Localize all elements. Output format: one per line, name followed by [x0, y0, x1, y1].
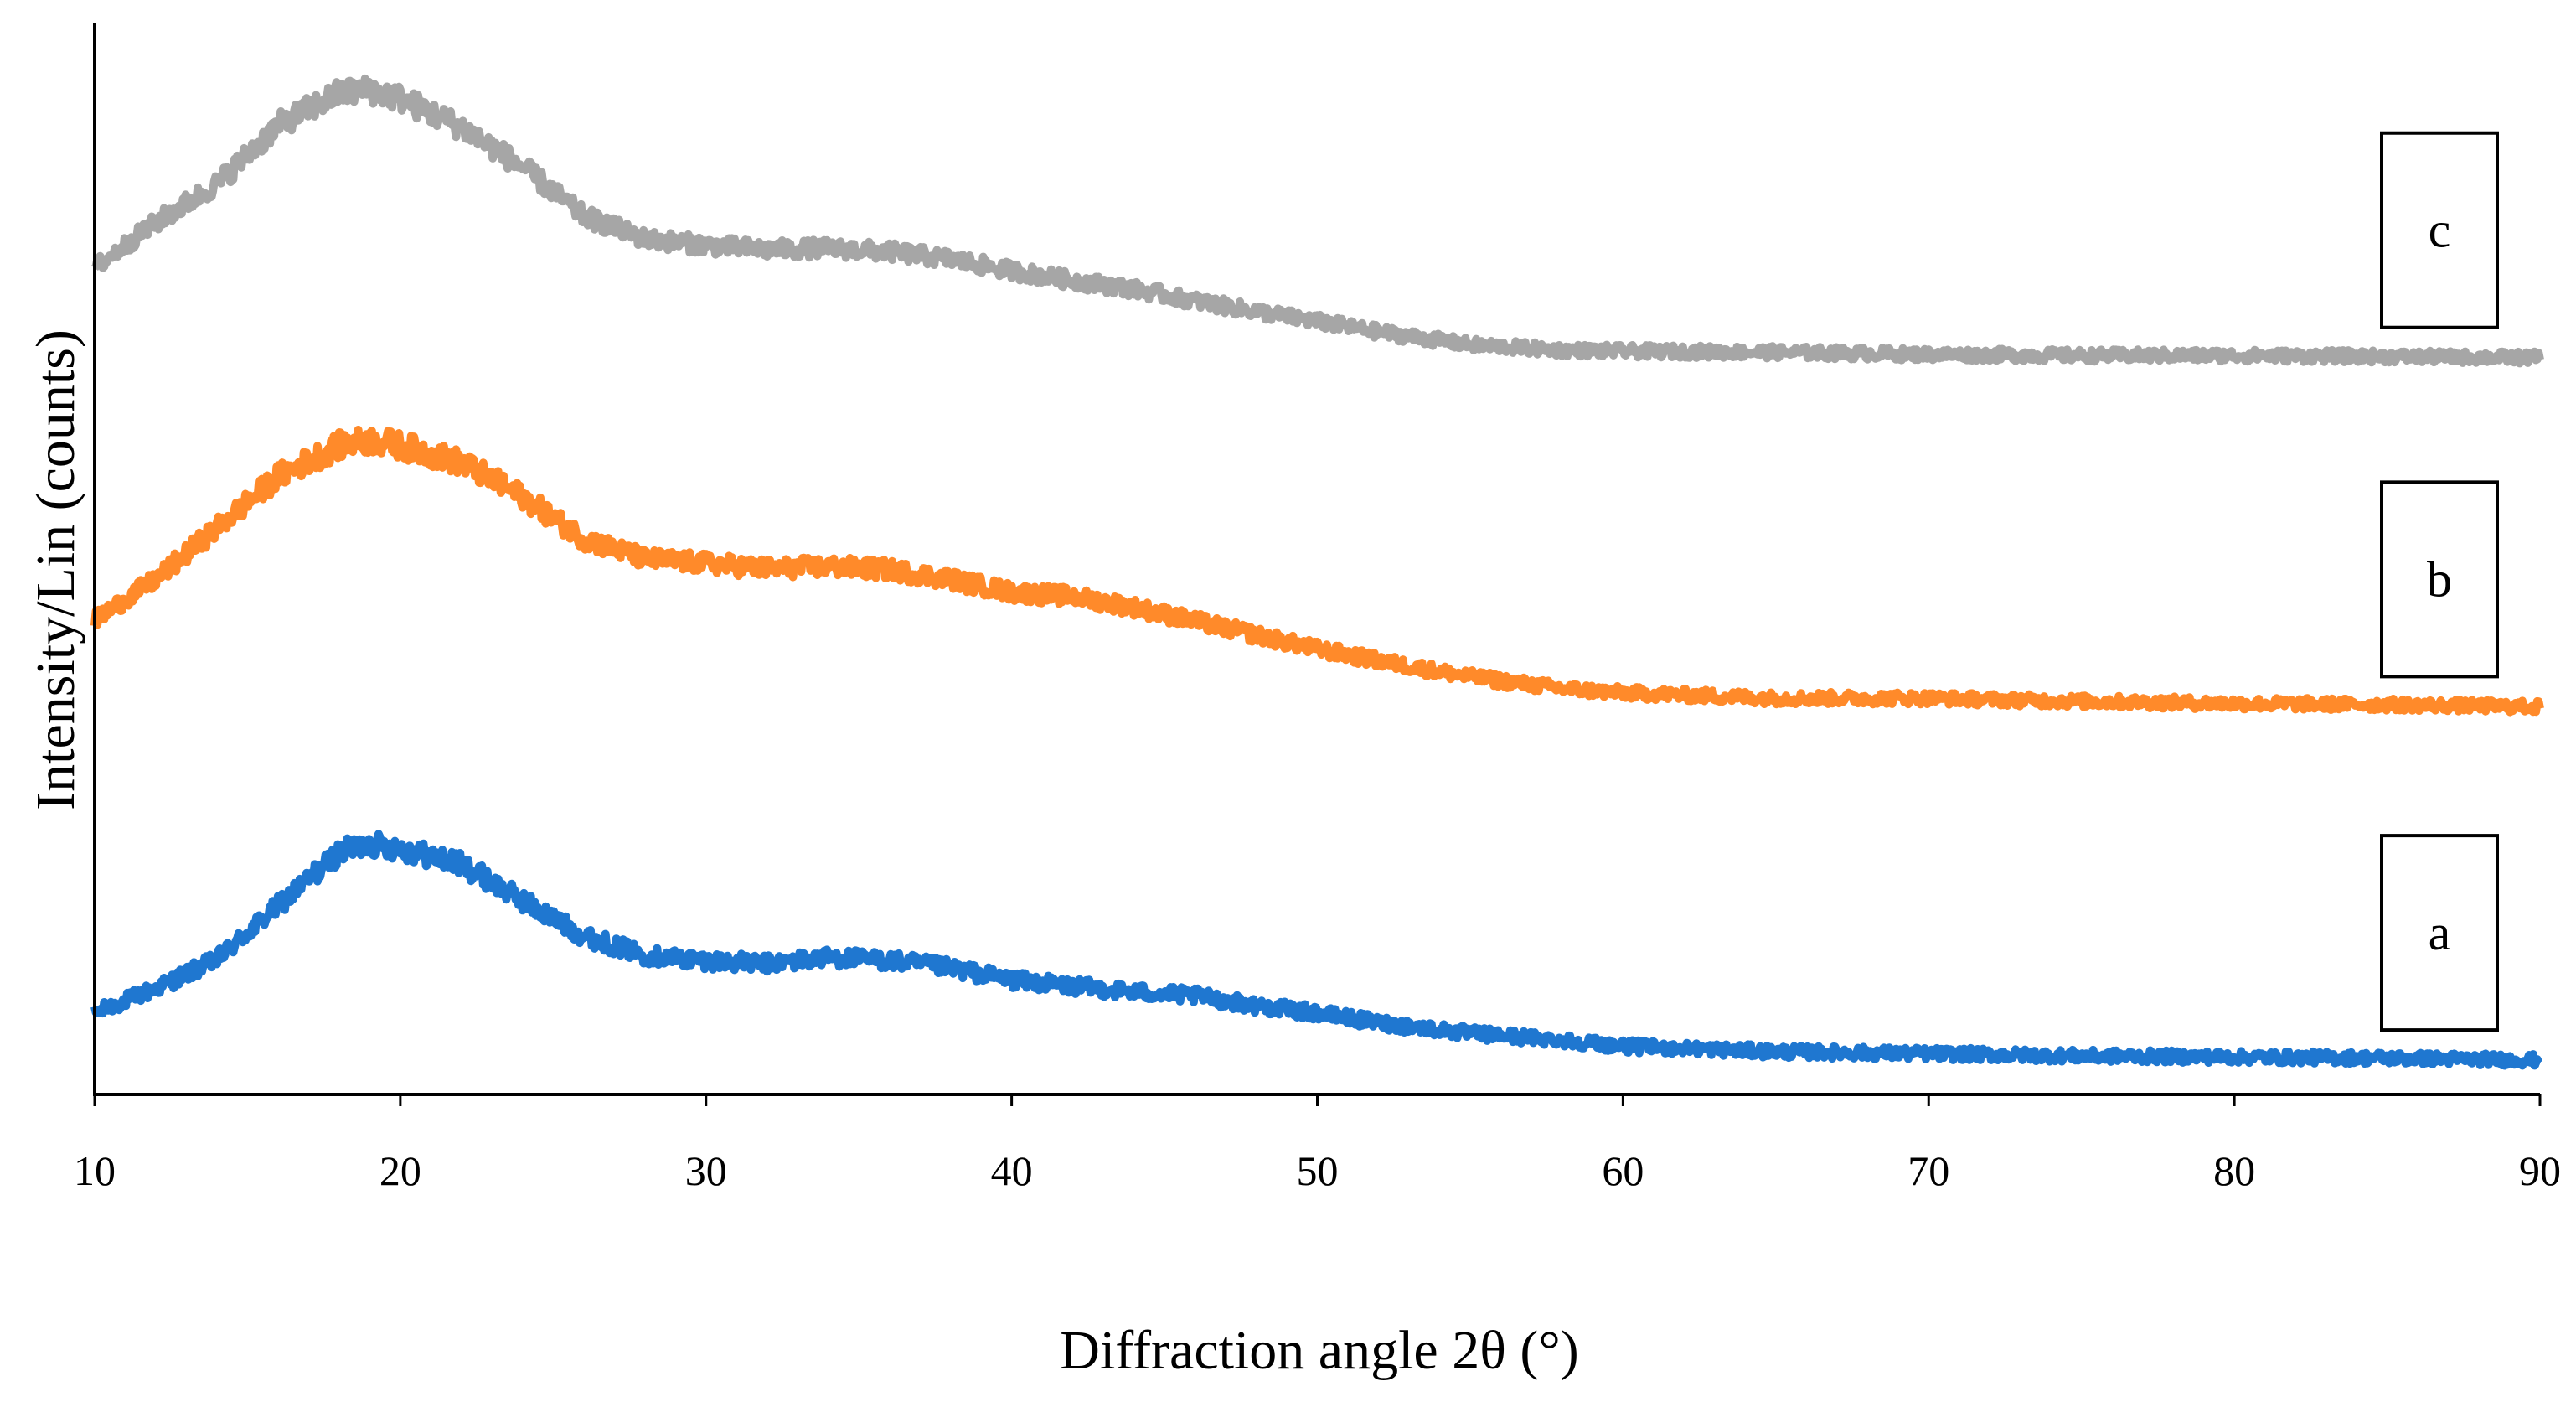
- series-label-box-b: b: [2380, 480, 2499, 679]
- x-tick-label: 30: [685, 1147, 727, 1194]
- x-tick-labels: 10 20 30 40 50 60 70 80 90: [74, 1147, 2561, 1194]
- series-label-frame: [2380, 131, 2499, 329]
- series-label-box-c: c: [2380, 131, 2499, 329]
- x-tick-label: 20: [379, 1147, 421, 1194]
- series-label-frame: [2380, 834, 2499, 1032]
- series-label-text: b: [2427, 551, 2452, 607]
- x-tick-label: 70: [1907, 1147, 1949, 1194]
- x-tick-label: 50: [1297, 1147, 1339, 1194]
- series-labels: a b c: [2380, 131, 2499, 1032]
- x-tick-label: 40: [991, 1147, 1033, 1194]
- x-tick-label: 10: [74, 1147, 116, 1194]
- series-a-line: [90, 830, 2543, 1070]
- x-tick-label: 80: [2213, 1147, 2255, 1194]
- x-axis-title: Diffraction angle 2θ (°): [1060, 1320, 1578, 1381]
- plot-lines: [90, 74, 2544, 1070]
- series-a: [90, 830, 2543, 1070]
- series-c-line: [91, 74, 2544, 368]
- x-tick-label: 90: [2519, 1147, 2561, 1194]
- series-label-frame: [2380, 480, 2499, 679]
- series-label-text: c: [2429, 203, 2451, 258]
- x-tick-label: 60: [1602, 1147, 1644, 1194]
- series-b: [90, 426, 2544, 717]
- series-label-text: a: [2429, 905, 2451, 960]
- series-label-box-a: a: [2380, 834, 2499, 1032]
- y-axis-title: Intensity/Lin (counts): [25, 329, 86, 810]
- series-c: [91, 74, 2544, 368]
- series-b-line: [90, 426, 2544, 717]
- x-ticks: [93, 1094, 2542, 1106]
